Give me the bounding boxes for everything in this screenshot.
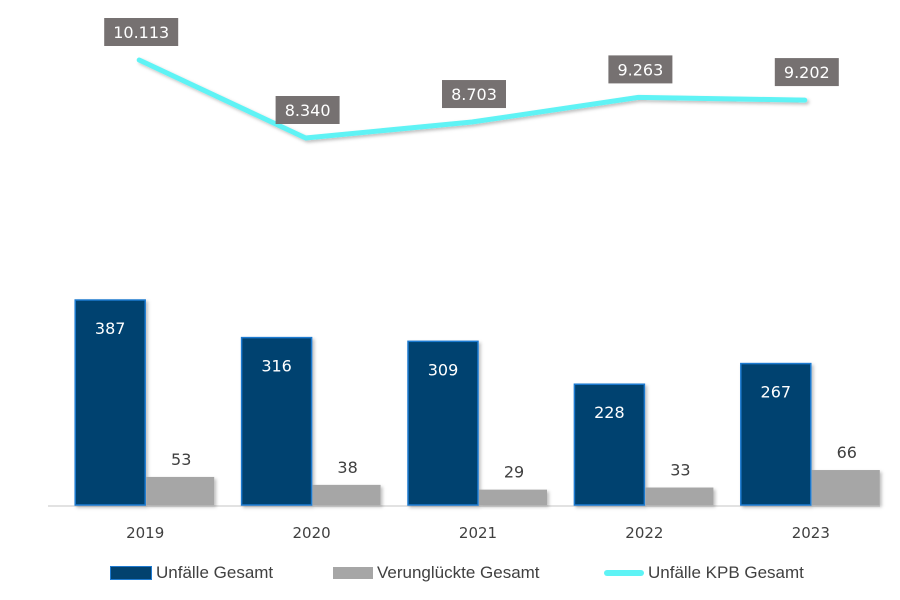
data-label-kpb-2022: 9.263: [617, 60, 663, 79]
data-label-verunglueckte-gesamt-2022: 33: [670, 461, 690, 480]
legend-swatch-unfaelle-kpb-gesamt: [604, 570, 644, 576]
legend-item-unfaelle-gesamt: Unfälle Gesamt: [110, 563, 273, 583]
data-label-box-kpb-2019: [104, 18, 179, 46]
bar-verunglueckte-gesamt-2022: [645, 487, 714, 505]
data-label-kpb-2019: 10.113: [113, 23, 169, 42]
data-label-verunglueckte-gesamt-2021: 29: [504, 463, 524, 482]
legend-item-verunglueckte-gesamt: Verunglückte Gesamt: [333, 563, 540, 583]
data-label-unfaelle-gesamt-2020: 316: [261, 357, 292, 376]
legend-item-unfaelle-kpb-gesamt: Unfälle KPB Gesamt: [604, 563, 804, 583]
data-label-kpb-2023: 9.202: [784, 63, 830, 82]
data-label-unfaelle-gesamt-2022: 228: [594, 403, 625, 422]
bar-unfaelle-gesamt-2022: [573, 383, 646, 506]
x-tick-label-2023: 2023: [792, 524, 830, 542]
bar-verunglueckte-gesamt-2023: [811, 470, 880, 505]
bar-unfaelle-gesamt-2021: [407, 340, 479, 506]
data-label-unfaelle-gesamt-2023: 267: [761, 383, 792, 402]
x-tick-label-2020: 2020: [293, 524, 331, 542]
data-label-verunglueckte-gesamt-2019: 53: [171, 450, 191, 469]
data-label-verunglueckte-gesamt-2020: 38: [337, 458, 357, 477]
legend: Unfälle Gesamt Verunglückte Gesamt Unfäl…: [0, 563, 900, 587]
bar-unfaelle-gesamt-2019: [74, 299, 146, 506]
data-label-unfaelle-gesamt-2019: 387: [95, 319, 126, 338]
bar-verunglueckte-gesamt-2019: [146, 476, 215, 505]
bar-unfaelle-gesamt-2023: [740, 362, 812, 506]
data-label-kpb-2020: 8.340: [285, 101, 331, 120]
x-tick-label-2021: 2021: [459, 524, 497, 542]
bar-unfaelle-gesamt-2020: [240, 336, 313, 506]
legend-swatch-unfaelle-gesamt: [110, 566, 152, 580]
bar-verunglueckte-gesamt-2020: [312, 484, 381, 505]
bar-verunglueckte-gesamt-2021: [479, 489, 547, 505]
data-label-verunglueckte-gesamt-2023: 66: [837, 443, 857, 462]
x-tick-label-2022: 2022: [625, 524, 663, 542]
legend-label: Unfälle Gesamt: [156, 563, 274, 582]
data-label-unfaelle-gesamt-2021: 309: [428, 360, 459, 379]
data-label-box-kpb-2021: [442, 80, 506, 109]
data-label-box-kpb-2022: [608, 55, 673, 84]
data-label-box-kpb-2023: [774, 58, 839, 87]
legend-label: Verunglückte Gesamt: [377, 563, 540, 582]
data-label-kpb-2021: 8.703: [451, 85, 497, 104]
data-label-box-kpb-2020: [275, 96, 340, 124]
line-unfaelle-kpb-gesamt: [136, 57, 808, 141]
legend-swatch-verunglueckte-gesamt: [333, 567, 373, 579]
legend-label: Unfälle KPB Gesamt: [648, 563, 804, 582]
x-tick-label-2019: 2019: [126, 524, 164, 542]
